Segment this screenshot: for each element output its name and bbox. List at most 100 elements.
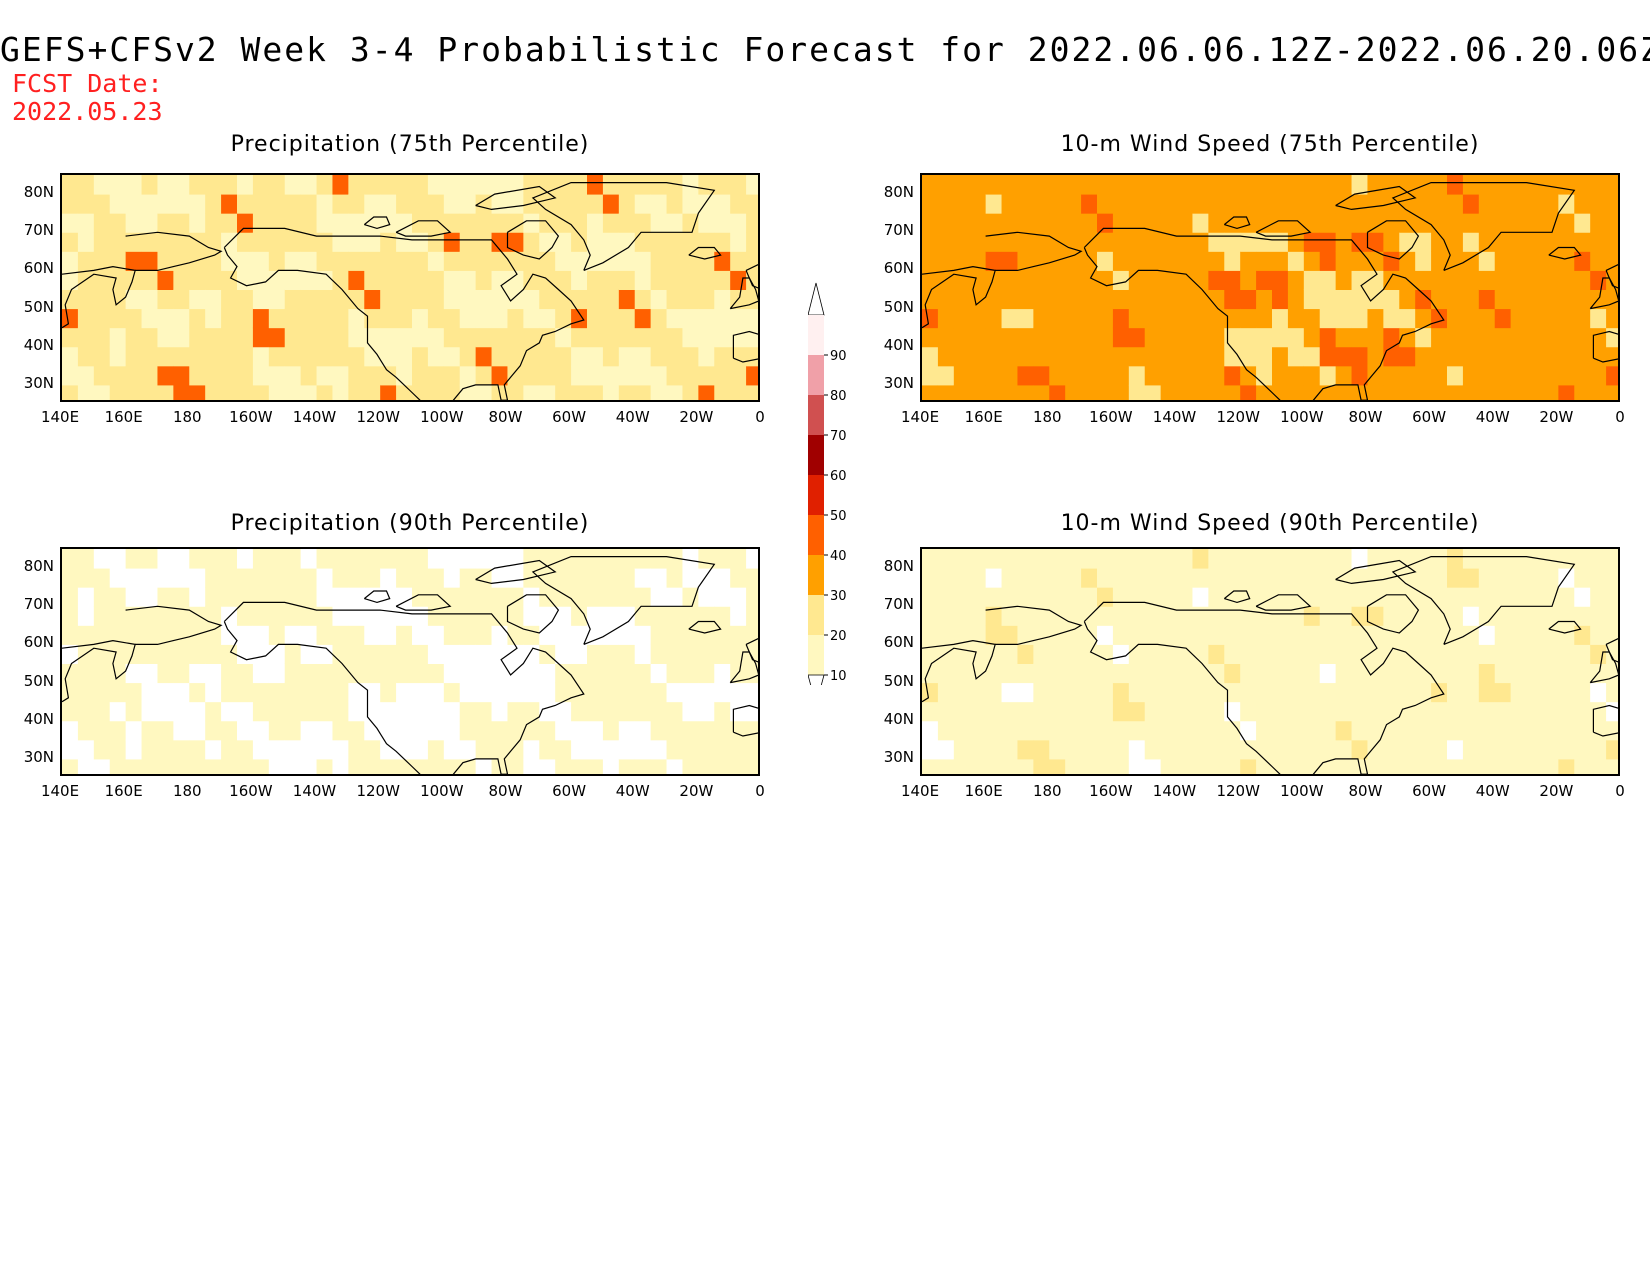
probability-cell xyxy=(953,365,971,386)
probability-cell xyxy=(571,720,588,741)
probability-cell xyxy=(1065,270,1082,290)
probability-cell xyxy=(746,270,758,290)
probability-cell xyxy=(937,625,955,645)
probability-cell xyxy=(682,663,699,684)
probability-cell xyxy=(1033,644,1050,664)
probability-cell xyxy=(571,194,588,214)
probability-cell xyxy=(459,663,477,684)
probability-cell xyxy=(1192,606,1209,626)
probability-cell xyxy=(1272,625,1289,645)
probability-cell xyxy=(205,682,222,703)
probability-cell xyxy=(1574,682,1591,703)
probability-cell xyxy=(1478,625,1496,645)
probability-cell xyxy=(316,232,333,252)
probability-cell xyxy=(1144,327,1162,348)
probability-cell xyxy=(714,194,731,214)
probability-cell xyxy=(618,346,636,367)
probability-cell xyxy=(1192,289,1209,310)
probability-cell xyxy=(491,289,508,310)
probability-cell xyxy=(157,720,174,741)
probability-cell xyxy=(221,682,238,703)
probability-cell xyxy=(380,720,397,741)
probability-cell xyxy=(1431,194,1448,214)
probability-cell xyxy=(602,644,620,664)
probability-cell xyxy=(1542,175,1559,195)
probability-cell xyxy=(252,308,270,329)
probability-cell xyxy=(1526,308,1543,329)
probability-cell xyxy=(1097,568,1114,588)
probability-cell xyxy=(1256,232,1273,252)
probability-cell xyxy=(1144,270,1162,290)
probability-cell xyxy=(62,720,79,741)
probability-cell xyxy=(1351,289,1368,310)
probability-cell xyxy=(1049,365,1066,386)
probability-cell xyxy=(1383,549,1400,569)
coastline xyxy=(1391,181,1576,271)
probability-cell xyxy=(268,346,286,367)
probability-cell xyxy=(1112,327,1130,348)
probability-cell xyxy=(1272,251,1289,271)
probability-cell xyxy=(1049,194,1066,214)
probability-cell xyxy=(1510,289,1528,310)
probability-cell xyxy=(1001,175,1018,195)
probability-cell xyxy=(1160,587,1178,607)
probability-cell xyxy=(475,682,493,703)
probability-cell xyxy=(746,289,758,310)
probability-cell xyxy=(221,270,238,290)
probability-cell xyxy=(157,663,174,684)
probability-cell xyxy=(77,308,95,329)
probability-cell xyxy=(618,625,636,645)
probability-cell xyxy=(1144,194,1162,214)
probability-cell xyxy=(682,308,699,329)
probability-cell xyxy=(1160,720,1178,741)
forecast-date-value: 2022.05.23 xyxy=(12,97,163,126)
probability-cell xyxy=(714,327,731,348)
probability-cell xyxy=(1367,270,1384,290)
probability-cell xyxy=(618,289,636,310)
probability-cell xyxy=(1240,720,1257,741)
probability-cell xyxy=(714,701,731,722)
probability-cell xyxy=(1494,194,1512,214)
probability-cell xyxy=(1431,739,1448,760)
probability-cell xyxy=(1192,644,1209,664)
probability-cell xyxy=(650,625,668,645)
probability-cell xyxy=(1494,251,1512,271)
probability-cell xyxy=(412,384,429,400)
probability-cell xyxy=(953,739,971,760)
probability-cell xyxy=(1606,213,1618,233)
probability-cell xyxy=(332,289,349,310)
lat-tick-label: 70N xyxy=(883,221,914,240)
probability-cell xyxy=(1542,270,1559,290)
probability-cell xyxy=(157,549,174,569)
probability-cell xyxy=(714,644,731,664)
probability-cell xyxy=(1240,682,1257,703)
probability-cell xyxy=(1001,568,1018,588)
probability-cell xyxy=(237,758,254,774)
probability-cell xyxy=(634,720,652,741)
probability-cell xyxy=(618,758,636,774)
probability-cell xyxy=(571,549,588,569)
probability-cell xyxy=(1049,549,1066,569)
probability-cell xyxy=(523,606,540,626)
probability-cell xyxy=(1447,175,1464,195)
probability-cell xyxy=(1049,346,1066,367)
probability-cell xyxy=(1494,346,1512,367)
probability-cell xyxy=(922,327,939,348)
probability-cell xyxy=(746,175,758,195)
probability-cell xyxy=(1017,213,1034,233)
probability-cell xyxy=(682,384,699,400)
probability-cell xyxy=(539,682,556,703)
probability-cell xyxy=(555,682,572,703)
probability-cell xyxy=(1303,213,1321,233)
probability-cell xyxy=(922,270,939,290)
probability-cell xyxy=(1367,232,1384,252)
probability-cell xyxy=(252,758,270,774)
probability-cell xyxy=(1574,625,1591,645)
probability-cell xyxy=(1510,568,1528,588)
probability-cell xyxy=(1192,739,1209,760)
probability-cell xyxy=(666,568,683,588)
probability-cell xyxy=(953,289,971,310)
probability-cell xyxy=(1287,289,1305,310)
probability-cell xyxy=(1510,625,1528,645)
probability-cell xyxy=(650,549,668,569)
